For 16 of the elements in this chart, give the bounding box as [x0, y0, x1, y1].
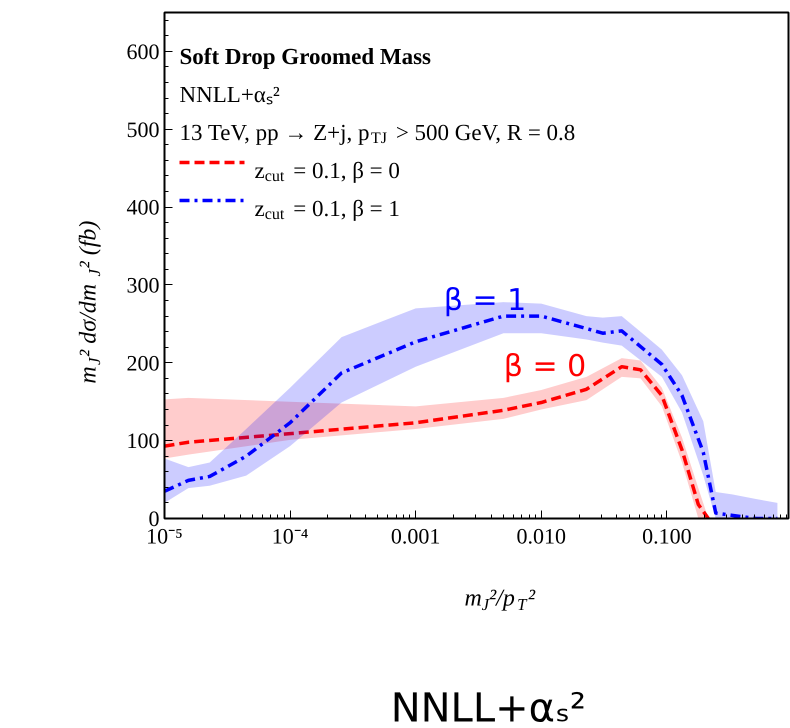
y-tick-label: 100 — [126, 428, 160, 454]
x-tick-label: 0.001 — [390, 524, 440, 548]
y-tick-label: 200 — [126, 350, 160, 376]
x-tick-label: 0.010 — [516, 524, 566, 548]
y-axis-title: mJ² dσ/dmJ² (fb) — [76, 220, 104, 384]
annotation: β = 0 — [504, 349, 586, 384]
annotation: β = 1 — [444, 283, 526, 318]
x-tick-label: 0.100 — [642, 524, 692, 548]
y-tick-label: 600 — [126, 38, 160, 64]
y-tick-label: 500 — [126, 116, 160, 142]
y-tick-label: 400 — [126, 194, 160, 220]
text: NNLL+αₛ² — [180, 82, 280, 107]
y-tick-label: 300 — [126, 272, 160, 298]
text: NNLL+αₛ² — [390, 686, 586, 728]
text: Soft Drop Groomed Mass — [180, 44, 432, 69]
x-tick-label: 10⁻⁴ — [272, 524, 309, 548]
